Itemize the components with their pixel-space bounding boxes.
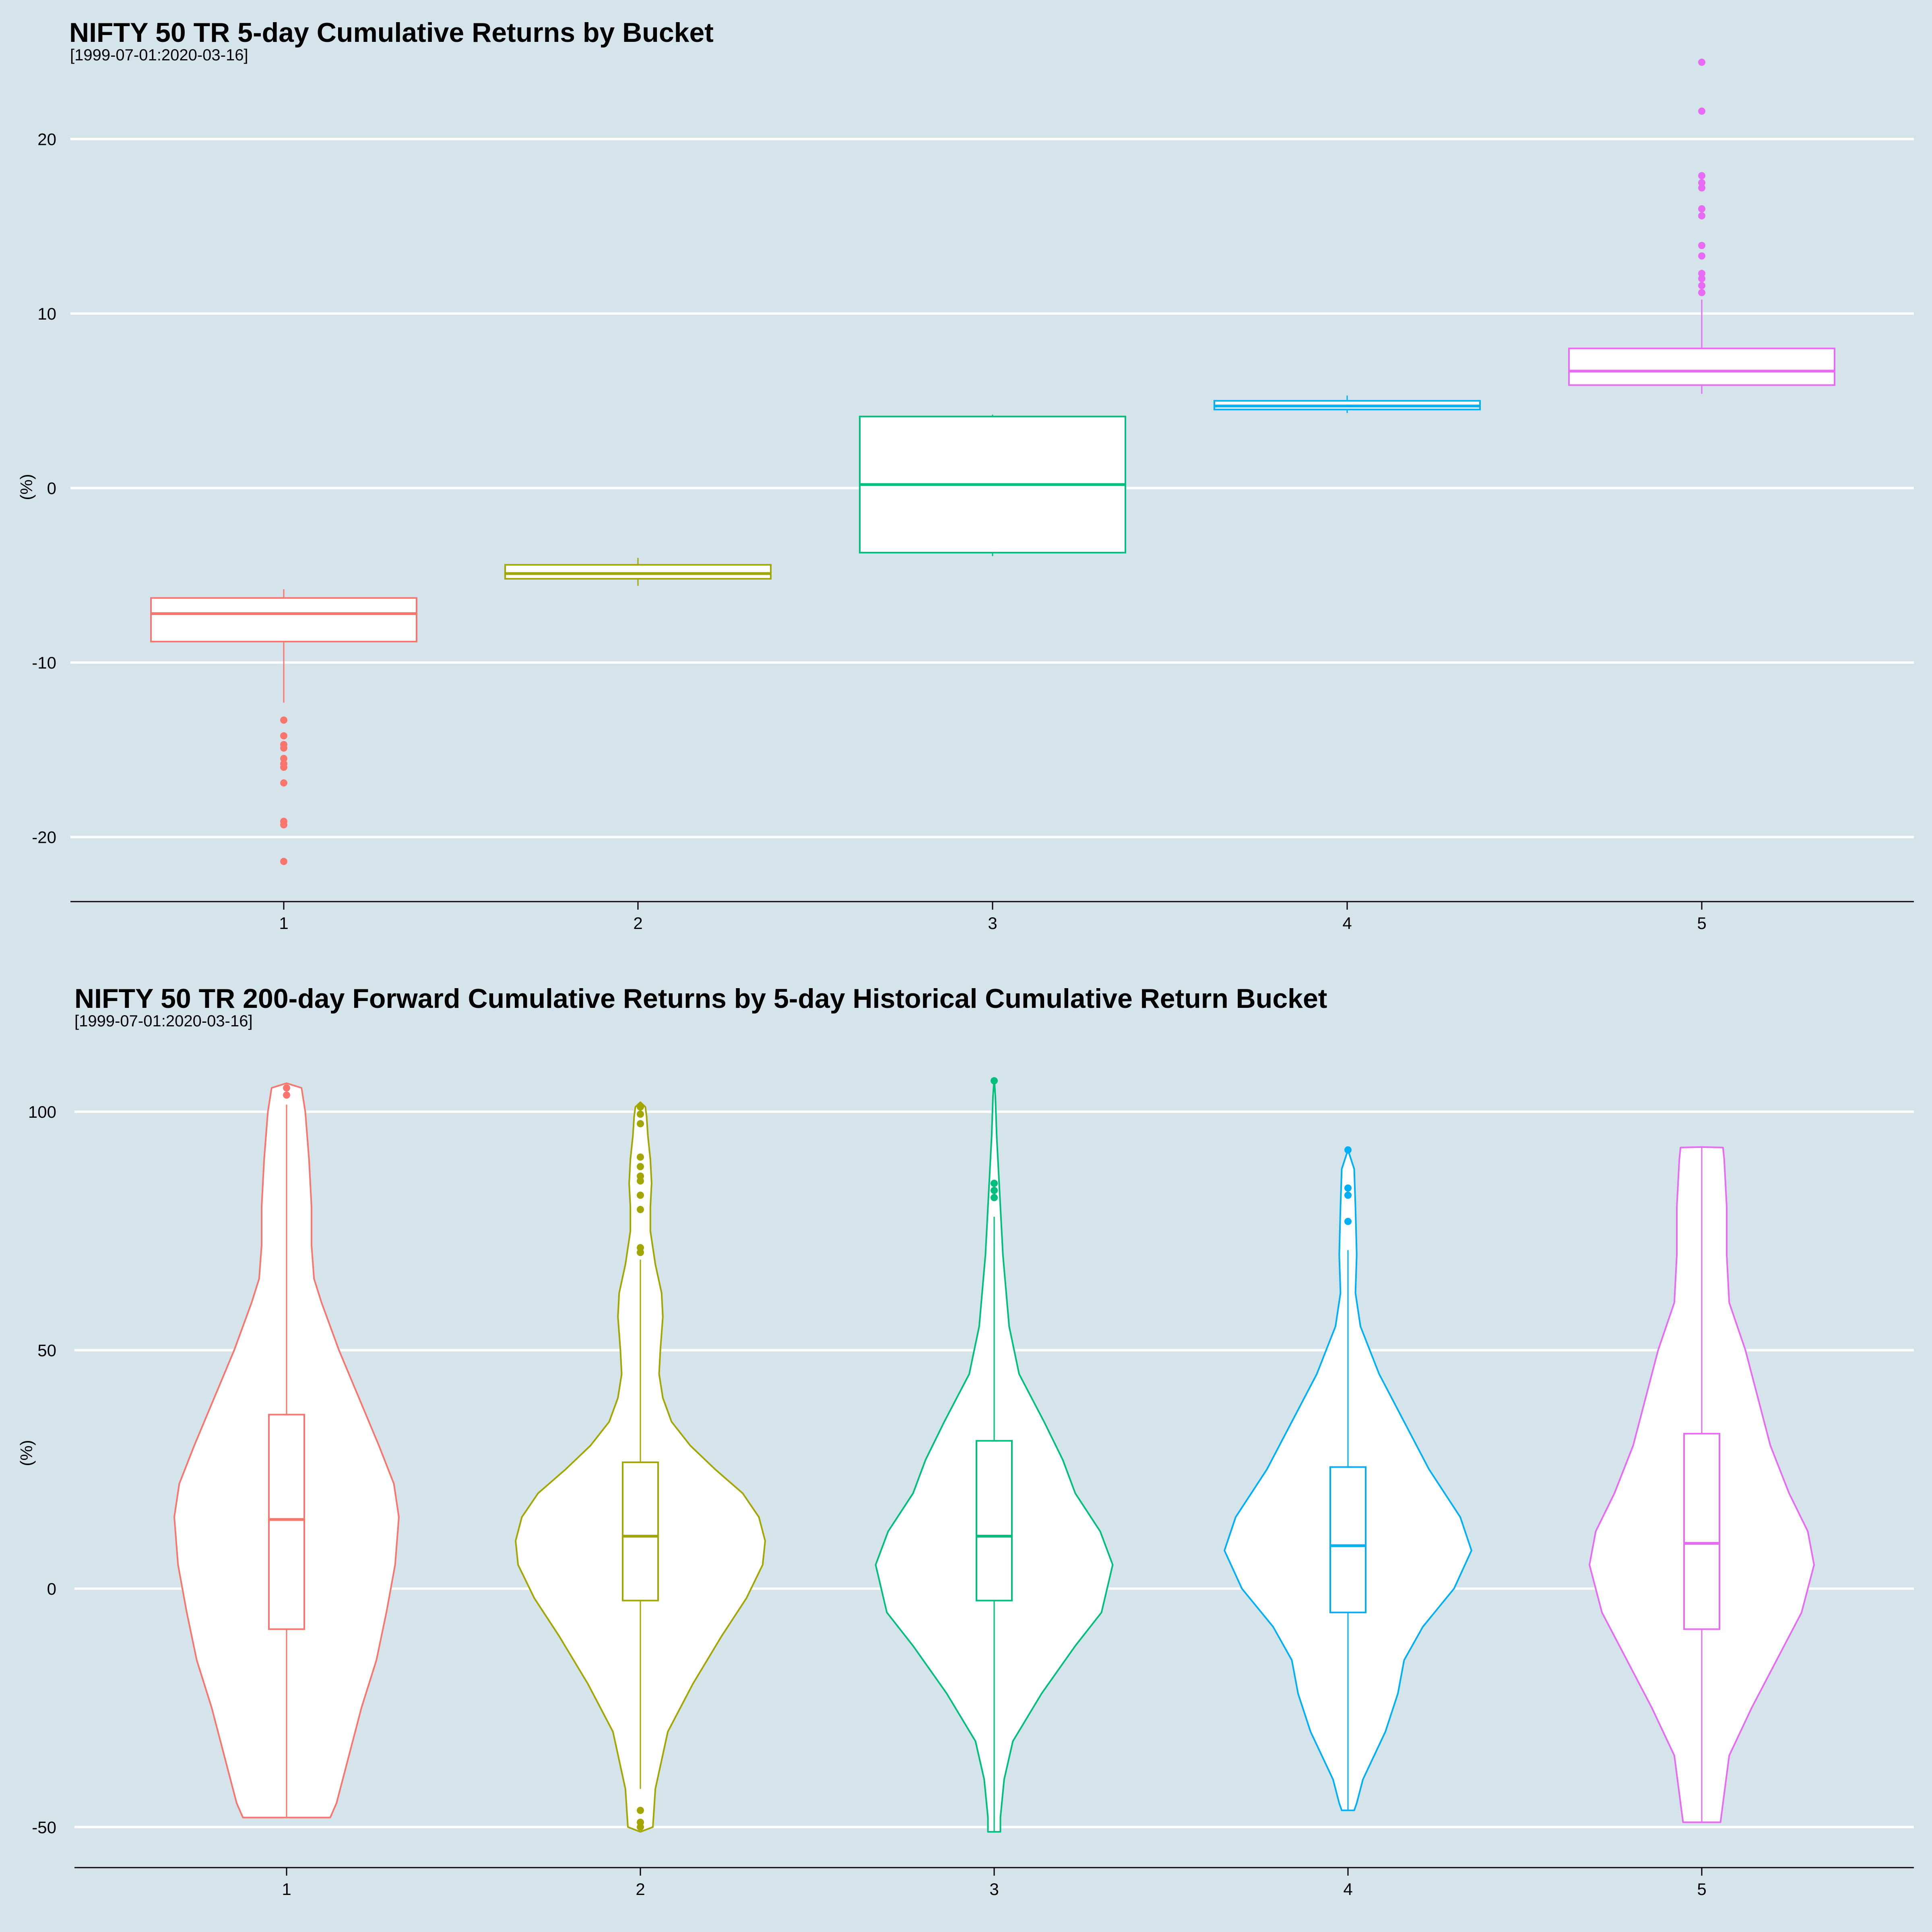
boxplot-subtitle: [1999-07-01:2020-03-16] — [70, 46, 248, 64]
violin-outlier-point — [991, 1077, 998, 1085]
boxplot-outlier-point — [1698, 275, 1705, 283]
violin-outlier-point — [1344, 1146, 1352, 1154]
violin-box — [1683, 1432, 1720, 1630]
violin-box — [622, 1461, 659, 1602]
violin-y-tick-labels: -50 0 50 100 — [28, 1102, 56, 1837]
violin-outlier-point — [637, 1823, 644, 1831]
boxplot-bucket-4 — [1214, 395, 1481, 413]
violin-x-tick-label: 3 — [989, 1880, 999, 1899]
boxplot-outlier-point — [280, 764, 287, 771]
violin-marks — [173, 1077, 1815, 1833]
boxplot-y-axis-label: (%) — [17, 474, 36, 500]
violin-subtitle: [1999-07-01:2020-03-16] — [74, 1012, 253, 1030]
boxplot-bucket-2 — [504, 557, 772, 586]
boxplot-outlier-point — [280, 858, 287, 865]
violin-outlier-point — [1344, 1218, 1352, 1225]
boxplot-title: NIFTY 50 TR 5-day Cumulative Returns by … — [69, 17, 714, 48]
violin-box — [268, 1414, 305, 1630]
boxplot-bucket-1 — [150, 589, 417, 865]
violin-outlier-point — [637, 1103, 644, 1111]
boxplot-x-tick-label: 5 — [1697, 914, 1706, 933]
boxplot-outlier-point — [280, 755, 287, 762]
boxplot-outlier-point — [1698, 242, 1705, 249]
boxplot-outlier-point — [1698, 252, 1705, 260]
boxplot-box — [1568, 347, 1835, 386]
violin-bucket-5 — [1589, 1146, 1815, 1823]
violin-outlier-point — [637, 1172, 644, 1180]
violin-outlier-point — [1344, 1191, 1352, 1199]
violin-x-tick-label: 5 — [1697, 1880, 1706, 1899]
violin-y-axis-label: (%) — [17, 1440, 36, 1466]
violin-outlier-point — [637, 1191, 644, 1199]
boxplot-outlier-point — [1698, 58, 1705, 66]
violin-x-tick-label: 4 — [1343, 1880, 1352, 1899]
boxplot-marks — [150, 58, 1835, 865]
boxplot-outlier-point — [1698, 289, 1705, 296]
boxplot-y-tick-label: 0 — [47, 479, 56, 498]
violin-outlier-point — [283, 1084, 290, 1092]
boxplot-box — [504, 564, 772, 580]
boxplot-bucket-3 — [859, 415, 1126, 556]
violin-outlier-point — [991, 1187, 998, 1194]
boxplot-outlier-point — [280, 821, 287, 829]
violin-box — [1329, 1466, 1366, 1614]
violin-bucket-2 — [515, 1101, 766, 1833]
violin-outlier-point — [637, 1163, 644, 1170]
boxplot-y-tick-label: -10 — [32, 653, 56, 672]
boxplot-x-tick-label: 1 — [279, 914, 288, 933]
violin-outlier-point — [637, 1244, 644, 1251]
boxplot-gridlines — [70, 138, 1914, 838]
violin-outlier-point — [991, 1179, 998, 1187]
boxplot-outlier-point — [1698, 282, 1705, 289]
violin-y-tick-label: 50 — [37, 1341, 56, 1360]
violin-y-tick-label: 0 — [47, 1579, 56, 1598]
violin-bucket-3 — [875, 1077, 1114, 1833]
boxplot-outlier-point — [1698, 107, 1705, 115]
boxplot-y-tick-label: 20 — [37, 130, 56, 149]
boxplot-outlier-point — [280, 744, 287, 752]
boxplot-y-tick-label: 10 — [37, 304, 56, 323]
boxplot-outlier-point — [1698, 184, 1705, 192]
violin-outlier-point — [637, 1206, 644, 1214]
violin-panel: NIFTY 50 TR 200-day Forward Cumulative R… — [17, 983, 1914, 1899]
violin-y-tick-label: -50 — [32, 1818, 56, 1837]
boxplot-outlier-point — [280, 716, 287, 724]
violin-x-tick-label: 1 — [282, 1880, 291, 1899]
boxplot-outlier-point — [1698, 205, 1705, 213]
violin-outlier-point — [991, 1194, 998, 1201]
boxplot-outlier-point — [1698, 270, 1705, 277]
violin-x-ticks: 1 2 3 4 5 — [282, 1868, 1707, 1899]
boxplot-y-tick-labels: -20 -10 0 10 20 — [32, 130, 56, 846]
violin-outlier-point — [283, 1091, 290, 1099]
boxplot-outlier-point — [1698, 179, 1705, 186]
violin-outlier-point — [1344, 1184, 1352, 1192]
boxplot-x-tick-label: 2 — [633, 914, 642, 933]
violin-bucket-4 — [1224, 1146, 1472, 1811]
violin-x-tick-label: 2 — [636, 1880, 645, 1899]
violin-outlier-point — [637, 1153, 644, 1161]
boxplot-panel: NIFTY 50 TR 5-day Cumulative Returns by … — [17, 17, 1914, 933]
violin-outlier-point — [637, 1110, 644, 1118]
boxplot-outlier-point — [1698, 212, 1705, 220]
violin-box — [976, 1440, 1013, 1602]
violin-outlier-point — [637, 1806, 644, 1814]
violin-outlier-point — [637, 1120, 644, 1127]
violin-title: NIFTY 50 TR 200-day Forward Cumulative R… — [74, 983, 1327, 1014]
boxplot-outlier-point — [1698, 172, 1705, 180]
violin-y-tick-label: 100 — [28, 1102, 56, 1121]
boxplot-outlier-point — [280, 779, 287, 787]
boxplot-x-ticks: 1 2 3 4 5 — [279, 902, 1707, 933]
boxplot-bucket-5 — [1568, 58, 1835, 394]
boxplot-x-tick-label: 4 — [1342, 914, 1352, 933]
boxplot-x-tick-label: 3 — [988, 914, 997, 933]
boxplot-outlier-point — [280, 732, 287, 740]
boxplot-y-tick-label: -20 — [32, 828, 56, 847]
boxplot-box — [150, 597, 417, 643]
violin-bucket-1 — [173, 1082, 400, 1818]
